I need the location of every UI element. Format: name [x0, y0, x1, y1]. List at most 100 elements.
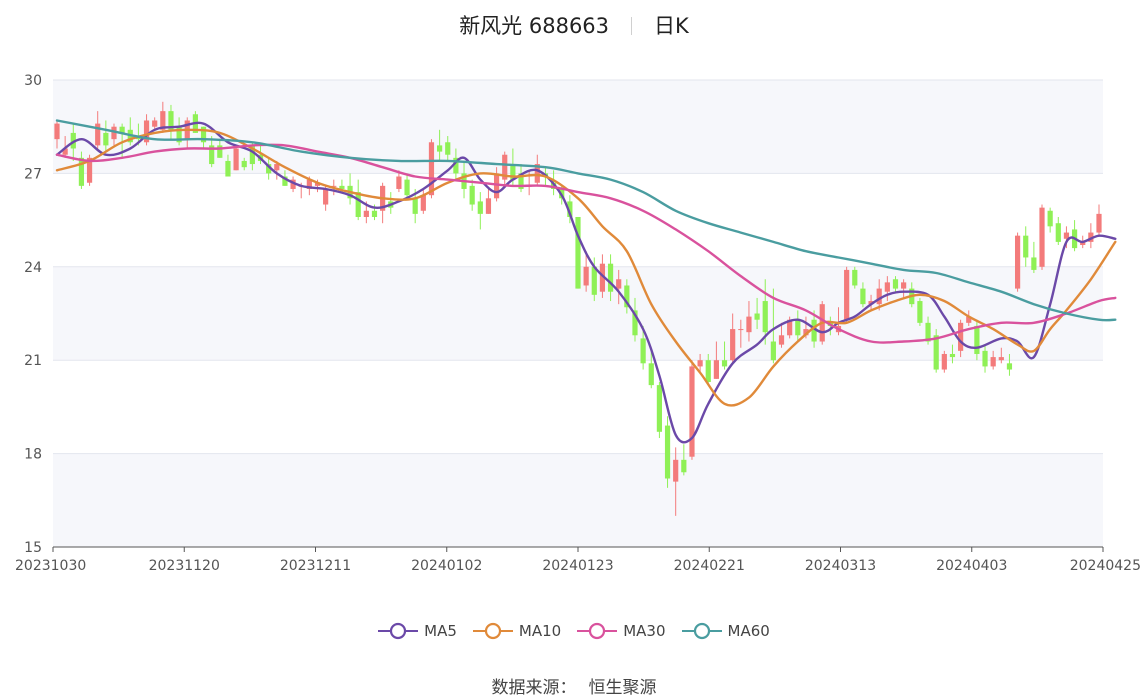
- candle-body: [70, 132, 76, 149]
- candle: [567, 195, 573, 224]
- candle: [1071, 220, 1078, 252]
- legend-item-ma10[interactable]: MA10: [472, 622, 561, 640]
- candle-body: [1096, 213, 1102, 233]
- candle: [762, 279, 768, 345]
- candle: [681, 444, 687, 476]
- candle-body: [754, 313, 760, 320]
- x-axis: 20231030 20231120 20231211 20240102 20240123…: [15, 546, 1141, 574]
- candle: [274, 160, 280, 180]
- candle-body: [982, 350, 988, 367]
- candle: [941, 350, 947, 373]
- legend-marker-icon: [577, 622, 618, 640]
- candle-body: [233, 148, 239, 171]
- candle-body: [176, 126, 182, 143]
- candle: [673, 447, 679, 516]
- candle: [648, 347, 654, 389]
- candle-body: [78, 157, 85, 186]
- candle-body: [567, 201, 573, 217]
- legend-label: MA5: [424, 622, 457, 640]
- title-separator: [631, 17, 633, 35]
- candle-body: [339, 185, 345, 189]
- legend-marker-icon: [681, 622, 722, 640]
- candle-body: [103, 132, 109, 146]
- candles: [54, 101, 1102, 516]
- candle-body: [396, 176, 402, 189]
- candle-body: [876, 288, 882, 305]
- candle-body: [697, 360, 703, 367]
- candle: [518, 164, 524, 193]
- candle-body: [160, 111, 166, 130]
- candle: [730, 313, 736, 364]
- candle-body: [974, 325, 980, 354]
- candle-body: [477, 201, 483, 214]
- candle-body: [632, 310, 638, 336]
- candle: [168, 104, 174, 140]
- candle-body: [746, 316, 752, 333]
- candle: [705, 353, 711, 386]
- candle: [502, 151, 508, 186]
- candle: [746, 301, 752, 342]
- candle: [892, 276, 899, 292]
- candle: [54, 120, 60, 149]
- candle: [917, 297, 923, 326]
- candle: [225, 154, 231, 177]
- legend: MA5 MA10 MA30 MA60: [0, 622, 1148, 644]
- candle-body: [648, 363, 654, 386]
- ma-line-ma30: [55, 143, 1117, 344]
- legend-item-ma5[interactable]: MA5: [378, 622, 457, 640]
- candle-body: [282, 176, 288, 186]
- candle-body: [437, 145, 443, 152]
- chart-title: 新风光 688663 日K: [0, 10, 1148, 40]
- candle: [795, 310, 801, 342]
- y-tick-label: 21: [24, 353, 42, 369]
- candle-body: [306, 179, 312, 189]
- y-tick-label: 27: [24, 166, 42, 182]
- candle: [990, 350, 996, 370]
- candle: [1055, 216, 1061, 246]
- candle: [721, 341, 728, 370]
- candle-body: [811, 319, 817, 342]
- candle: [998, 347, 1004, 364]
- candle-body: [624, 285, 630, 308]
- candle-body: [225, 160, 231, 177]
- candle: [664, 416, 671, 488]
- x-tick-label: 20240425: [1070, 558, 1141, 574]
- candle: [266, 157, 272, 180]
- candle-body: [355, 192, 361, 217]
- candle: [249, 142, 255, 171]
- candle-body: [762, 301, 768, 333]
- candle-body: [770, 341, 776, 361]
- candle-body: [485, 198, 492, 214]
- candle-body: [1014, 235, 1021, 289]
- candle-body: [990, 357, 996, 367]
- candle: [770, 288, 776, 364]
- candle: [209, 136, 215, 168]
- candle-body: [713, 360, 719, 379]
- candle-body: [534, 164, 540, 183]
- candle-body: [323, 188, 329, 205]
- candle: [1023, 226, 1029, 267]
- candle-body: [62, 148, 68, 155]
- x-tick-label: 20240221: [674, 558, 745, 574]
- y-tick-label: 30: [24, 73, 42, 89]
- candle: [469, 179, 475, 211]
- legend-label: MA60: [727, 622, 770, 640]
- x-tick-label: 20231211: [280, 558, 351, 574]
- candle-body: [599, 263, 606, 292]
- legend-item-ma30[interactable]: MA30: [577, 622, 666, 640]
- candle-body: [371, 210, 378, 217]
- candle: [738, 319, 744, 348]
- candle-body: [583, 266, 589, 286]
- candle-body: [795, 319, 801, 336]
- x-tick-label: 20240102: [411, 558, 482, 574]
- x-tick-label: 20240123: [542, 558, 613, 574]
- candle: [445, 136, 451, 161]
- candle-body: [949, 353, 956, 358]
- legend-marker-icon: [472, 622, 513, 640]
- candle: [713, 341, 719, 379]
- candle: [884, 276, 890, 302]
- candle-body: [738, 329, 744, 331]
- legend-item-ma60[interactable]: MA60: [681, 622, 770, 640]
- candle-body: [274, 164, 280, 171]
